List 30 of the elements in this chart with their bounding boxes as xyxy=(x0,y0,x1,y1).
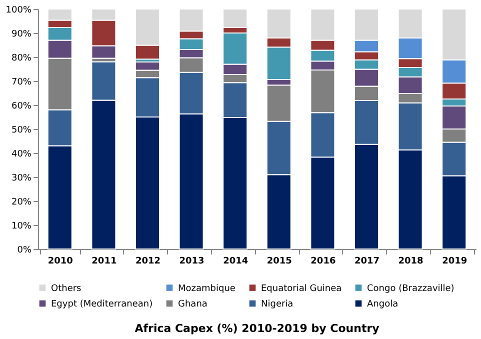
x-tick-label: 2016 xyxy=(310,256,336,266)
legend-label: Others xyxy=(51,284,82,294)
x-tick-label: 2019 xyxy=(442,256,468,266)
x-tick-label: 2010 xyxy=(48,256,73,266)
x-tick-label: 2012 xyxy=(135,256,161,266)
legend-label: Angola xyxy=(367,300,398,310)
y-tick-label: 10% xyxy=(11,222,32,232)
y-tick-label: 40% xyxy=(11,150,32,160)
legend-label: Egypt (Mediterranean) xyxy=(51,300,153,310)
x-tick-label: 2018 xyxy=(398,256,424,266)
x-tick-label: 2017 xyxy=(354,256,380,266)
legend-label: Nigeria xyxy=(261,300,294,310)
x-tick-label: 2011 xyxy=(92,256,117,266)
legend-label: Ghana xyxy=(178,300,208,310)
text: Africa Capex (%) 2010-2019 by Country xyxy=(134,322,380,335)
y-tick-label: 50% xyxy=(11,126,32,136)
y-tick-label: 80% xyxy=(11,54,32,64)
y-tick-label: 30% xyxy=(11,174,32,184)
y-tick-label: 100% xyxy=(6,6,32,16)
legend-label: Equatorial Guinea xyxy=(261,284,342,294)
y-tick-label: 70% xyxy=(11,78,32,88)
y-tick-label: 90% xyxy=(11,30,32,40)
legend-label: Congo (Brazzaville) xyxy=(367,284,454,294)
x-tick-label: 2014 xyxy=(223,256,248,266)
x-tick-label: 2015 xyxy=(266,256,292,266)
y-tick-label: 60% xyxy=(11,102,32,112)
x-tick-label: 2013 xyxy=(179,256,204,266)
y-tick-label: 20% xyxy=(11,198,32,208)
legend-label: Mozambique xyxy=(178,284,236,294)
y-tick-label: 0% xyxy=(17,246,32,256)
